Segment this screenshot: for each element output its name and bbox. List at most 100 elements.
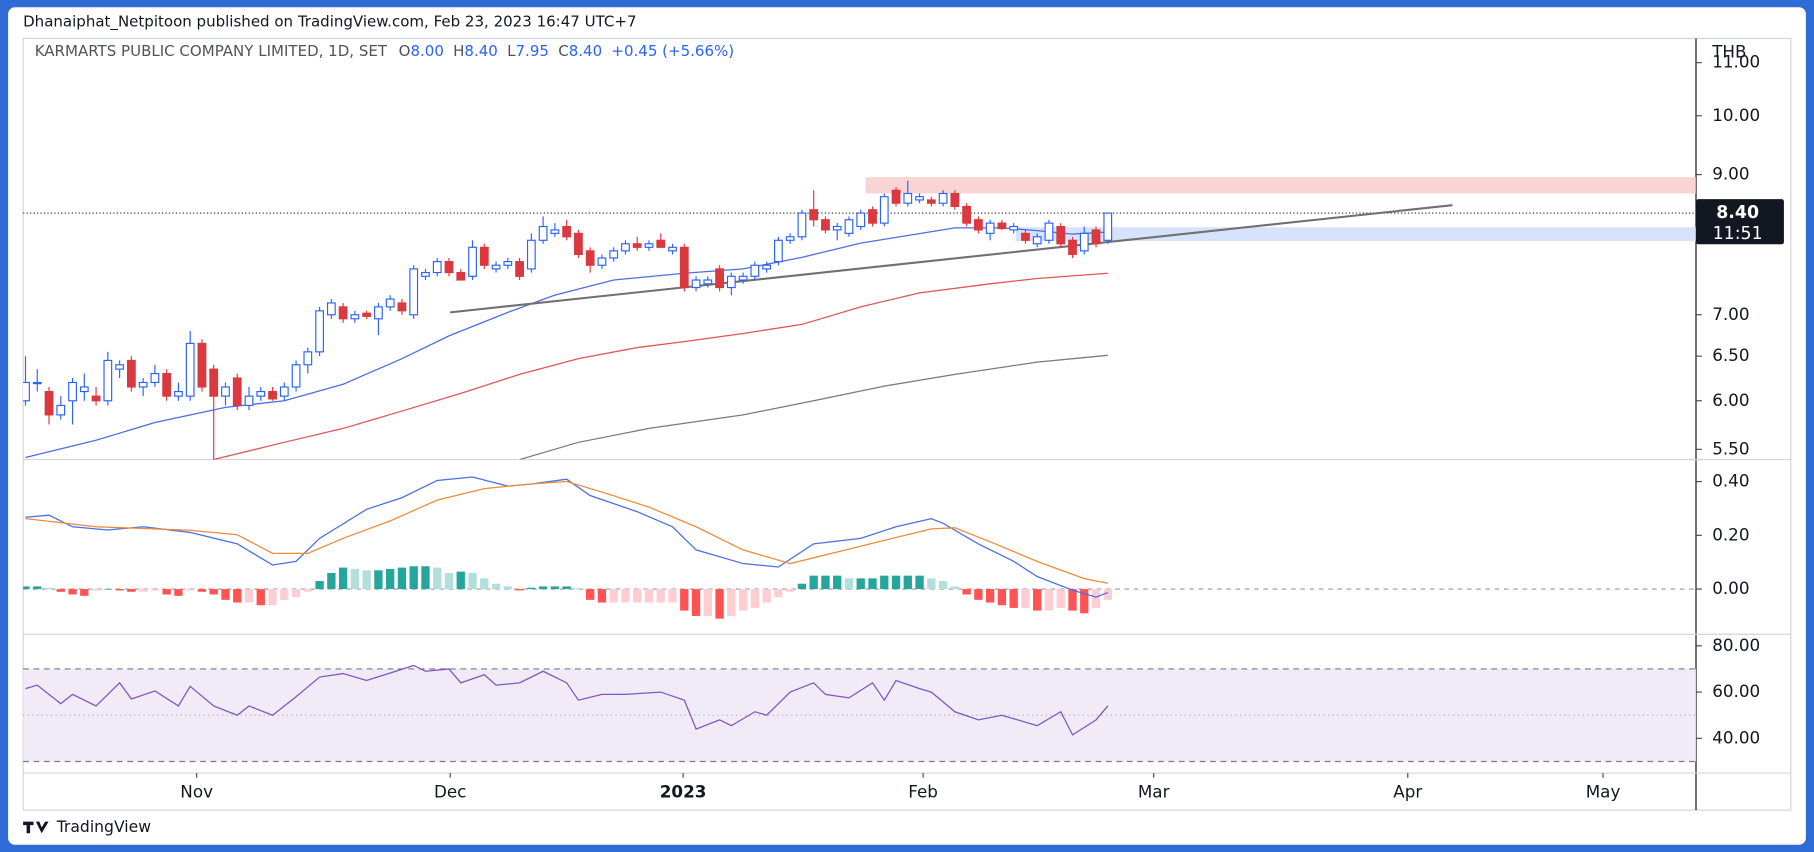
candle-body: [326, 302, 336, 316]
candle-body: [903, 192, 913, 204]
candle-body: [879, 196, 889, 224]
moving-average: [213, 272, 1108, 460]
histogram-bar: [715, 589, 724, 619]
histogram-bar: [91, 589, 101, 591]
macd-line: [25, 480, 1108, 584]
x-tick-label: Mar: [1138, 782, 1170, 802]
histogram-bar: [597, 589, 607, 603]
histogram-bar: [244, 589, 254, 603]
histogram-bar: [1009, 589, 1018, 608]
candle-body: [526, 239, 536, 270]
histogram-bar: [409, 566, 418, 590]
countdown: 11:51: [1713, 224, 1763, 244]
y-tick-label: 6.50: [1712, 345, 1749, 365]
candle-body: [303, 351, 313, 366]
histogram-bar: [750, 589, 760, 608]
histogram-bar: [386, 568, 395, 590]
trendline: [450, 204, 1453, 314]
histogram-bar: [856, 578, 865, 590]
histogram-bar: [703, 589, 712, 616]
published-line: Dhanaiphat_Netpitoon published on Tradin…: [23, 13, 636, 32]
canvas: [8, 7, 1806, 845]
histogram-bar: [480, 578, 489, 590]
candle-body: [644, 243, 654, 248]
candle-body: [291, 364, 301, 388]
brand: TradingView: [23, 818, 151, 836]
y-tick-label: 6.00: [1712, 390, 1749, 410]
last-price-tag: [1695, 199, 1784, 245]
candle-body: [315, 310, 324, 353]
histogram-bar: [527, 587, 536, 590]
y-tick-label: 7.00: [1712, 304, 1749, 324]
ohlc-value: 8.40: [569, 42, 602, 60]
candle-body: [491, 264, 501, 270]
histogram-bar: [762, 589, 771, 603]
candle-body: [1068, 239, 1077, 255]
candle-body: [91, 395, 101, 402]
chart-border: [22, 37, 1792, 811]
histogram-bar: [938, 581, 948, 590]
histogram-bar: [962, 589, 971, 595]
y-tick-label: 0.20: [1712, 524, 1749, 544]
candle-body: [32, 381, 42, 385]
candle-body: [609, 250, 619, 259]
histogram-bar: [103, 589, 113, 590]
ohlc-value: 8.40: [464, 42, 497, 60]
price-pane: [23, 177, 1696, 460]
candle-body: [115, 364, 124, 370]
candle-body: [185, 342, 195, 397]
histogram-bar: [574, 588, 583, 590]
histogram-bar: [256, 589, 265, 606]
histogram-bar: [68, 589, 77, 595]
histogram-bar: [421, 566, 430, 590]
histogram-bar: [844, 578, 854, 590]
y-tick-label: 11.00: [1712, 52, 1760, 72]
histogram-bar: [515, 589, 524, 591]
y-tick-label: 0.40: [1712, 471, 1749, 491]
histogram-bar: [1103, 589, 1112, 600]
candle-body: [209, 368, 219, 397]
candle-body: [150, 372, 160, 384]
histogram-bar: [397, 567, 407, 590]
histogram-bar: [350, 568, 360, 590]
histogram-bar: [138, 589, 148, 592]
histogram-bar: [174, 589, 183, 596]
legend-text: KARMARTS PUBLIC COMPANY LIMITED, 1D, SET…: [35, 42, 734, 60]
histogram-bar: [656, 589, 665, 603]
x-tick-label: May: [1586, 782, 1621, 802]
histogram-bar: [562, 586, 571, 590]
x-tick-label: Nov: [180, 782, 213, 802]
currency: THB: [1711, 41, 1746, 61]
histogram-bar: [456, 571, 465, 590]
candle-body: [915, 196, 924, 201]
histogram-bar: [468, 572, 477, 590]
x-tick-label: 2023: [660, 782, 707, 802]
candle-body: [926, 199, 936, 204]
candle-body: [726, 275, 736, 289]
rsi-pane: [23, 664, 1696, 763]
candle-body: [268, 390, 277, 400]
candle-body: [1056, 225, 1066, 245]
histogram-bar: [162, 589, 171, 595]
candle-body: [103, 359, 113, 402]
candle-body: [656, 239, 666, 248]
legend: KARMARTS PUBLIC COMPANY LIMITED, 1D, SET…: [35, 42, 734, 60]
candle-body: [1021, 232, 1030, 241]
histogram-bar: [127, 589, 136, 592]
candle-body: [44, 390, 54, 416]
moving-average: [519, 354, 1108, 460]
candle-body: [679, 246, 689, 289]
candle-body: [138, 381, 148, 388]
ohlc-value: 8.00: [410, 42, 443, 60]
histogram-bar: [668, 589, 677, 603]
candle-body: [362, 312, 372, 317]
brand-logo: [23, 821, 49, 834]
zone: [1016, 227, 1696, 241]
candle-body: [338, 306, 348, 320]
histogram-bar: [609, 589, 618, 603]
candle-body: [1044, 222, 1054, 241]
histogram-bar: [1021, 589, 1030, 608]
candle-body: [374, 306, 383, 320]
candle-body: [668, 246, 677, 252]
candle-body: [691, 279, 701, 289]
